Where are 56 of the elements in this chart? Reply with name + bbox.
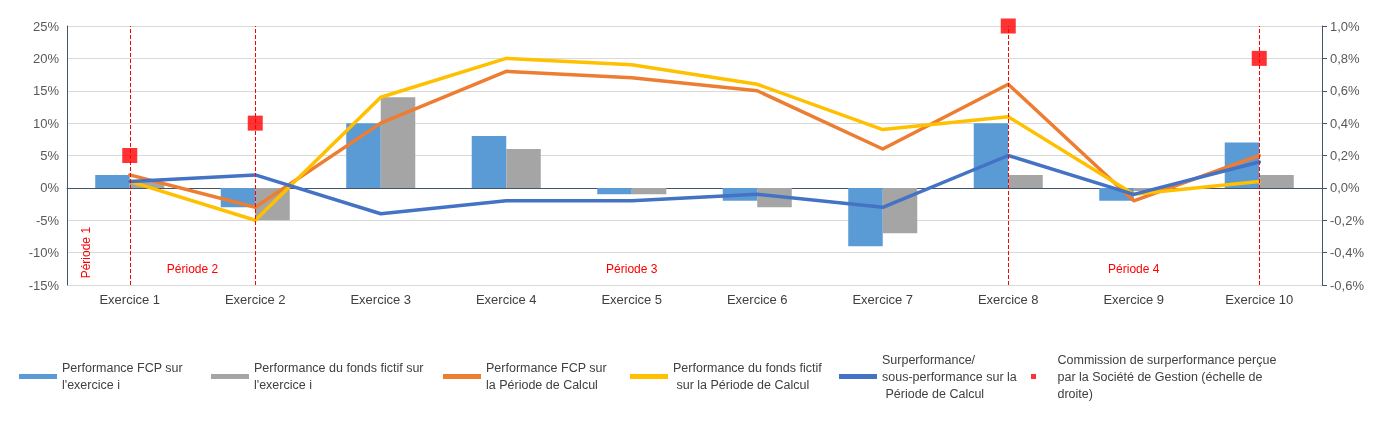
- x-tick-label: Exercice 6: [726, 292, 788, 307]
- x-tick-label: Exercice 4: [475, 292, 537, 307]
- legend-label: Commission de surperformance perçue par la Société de Gestion (échelle de droite): [1057, 352, 1280, 401]
- x-tick-label: Exercice 7: [852, 292, 914, 307]
- bar: [848, 187, 883, 247]
- point: [247, 115, 263, 131]
- point: [122, 148, 138, 163]
- y2-tick-label: 0,0%: [1330, 180, 1361, 196]
- annotation: Période 1: [78, 226, 93, 279]
- legend-label: Surperformance/ sous-performance sur la Période de Calcul: [882, 352, 1017, 401]
- point: [1000, 18, 1016, 34]
- bar: [380, 97, 416, 188]
- y2-tick-label: 0,4%: [1330, 115, 1361, 131]
- bar: [346, 123, 381, 188]
- line-series: [128, 56, 1261, 222]
- x-tick-label: Exercice 3: [350, 292, 412, 307]
- bar: [597, 187, 632, 195]
- x-tick-label: Exercice 9: [1103, 292, 1165, 307]
- y-tick-label: -5%: [35, 212, 60, 228]
- y2-tick-label: 0,2%: [1330, 148, 1361, 163]
- annotation: Période 3: [606, 261, 658, 276]
- y2-tick-label: -0,6%: [1330, 277, 1365, 293]
- x-tick-label: Exercice 1: [99, 292, 161, 307]
- x-tick-label: Exercice 10: [1225, 292, 1294, 307]
- legend-label: Performance FCP sur l'exercice i: [62, 361, 187, 392]
- y2-tick-label: 0,6%: [1330, 83, 1361, 99]
- y-tick-label: 20%: [32, 50, 60, 66]
- bar: [506, 149, 541, 188]
- y-tick-label: 5%: [40, 148, 60, 163]
- bar: [882, 187, 918, 234]
- y-tick-label: 15%: [32, 83, 60, 99]
- bar: [1008, 174, 1043, 188]
- y2-tick-label: -0,4%: [1330, 245, 1365, 261]
- x-tick-label: Exercice 5: [601, 292, 663, 307]
- x-tick-label: Exercice 8: [977, 292, 1039, 307]
- x-tick-label: Exercice 2: [224, 292, 286, 307]
- point: [1251, 50, 1267, 66]
- line-series: [128, 153, 1261, 216]
- bar: [1259, 174, 1294, 188]
- bar: [471, 136, 507, 188]
- y2-tick-label: 1,0%: [1330, 18, 1361, 34]
- legend-label: Performance du fonds fictif sur la Période de Calcul: [673, 361, 823, 392]
- legend-label: Performance du fonds fictif sur l'exercice i: [254, 361, 427, 392]
- bar: [95, 174, 130, 188]
- y-tick-label: -10%: [28, 245, 60, 261]
- y2-tick-label: -0,2%: [1330, 212, 1365, 228]
- bar: [631, 187, 667, 195]
- bar: [973, 123, 1009, 188]
- y2-tick-label: 0,8%: [1330, 50, 1361, 66]
- annotation: Période 2: [166, 261, 219, 276]
- y-tick-label: -15%: [28, 277, 60, 293]
- y-tick-label: 0%: [40, 180, 60, 196]
- y-tick-label: 25%: [32, 18, 60, 34]
- annotation: Période 4: [1108, 261, 1160, 276]
- y-tick-label: 10%: [32, 115, 60, 131]
- legend-label: Performance FCP sur la Période de Calcul: [486, 361, 611, 392]
